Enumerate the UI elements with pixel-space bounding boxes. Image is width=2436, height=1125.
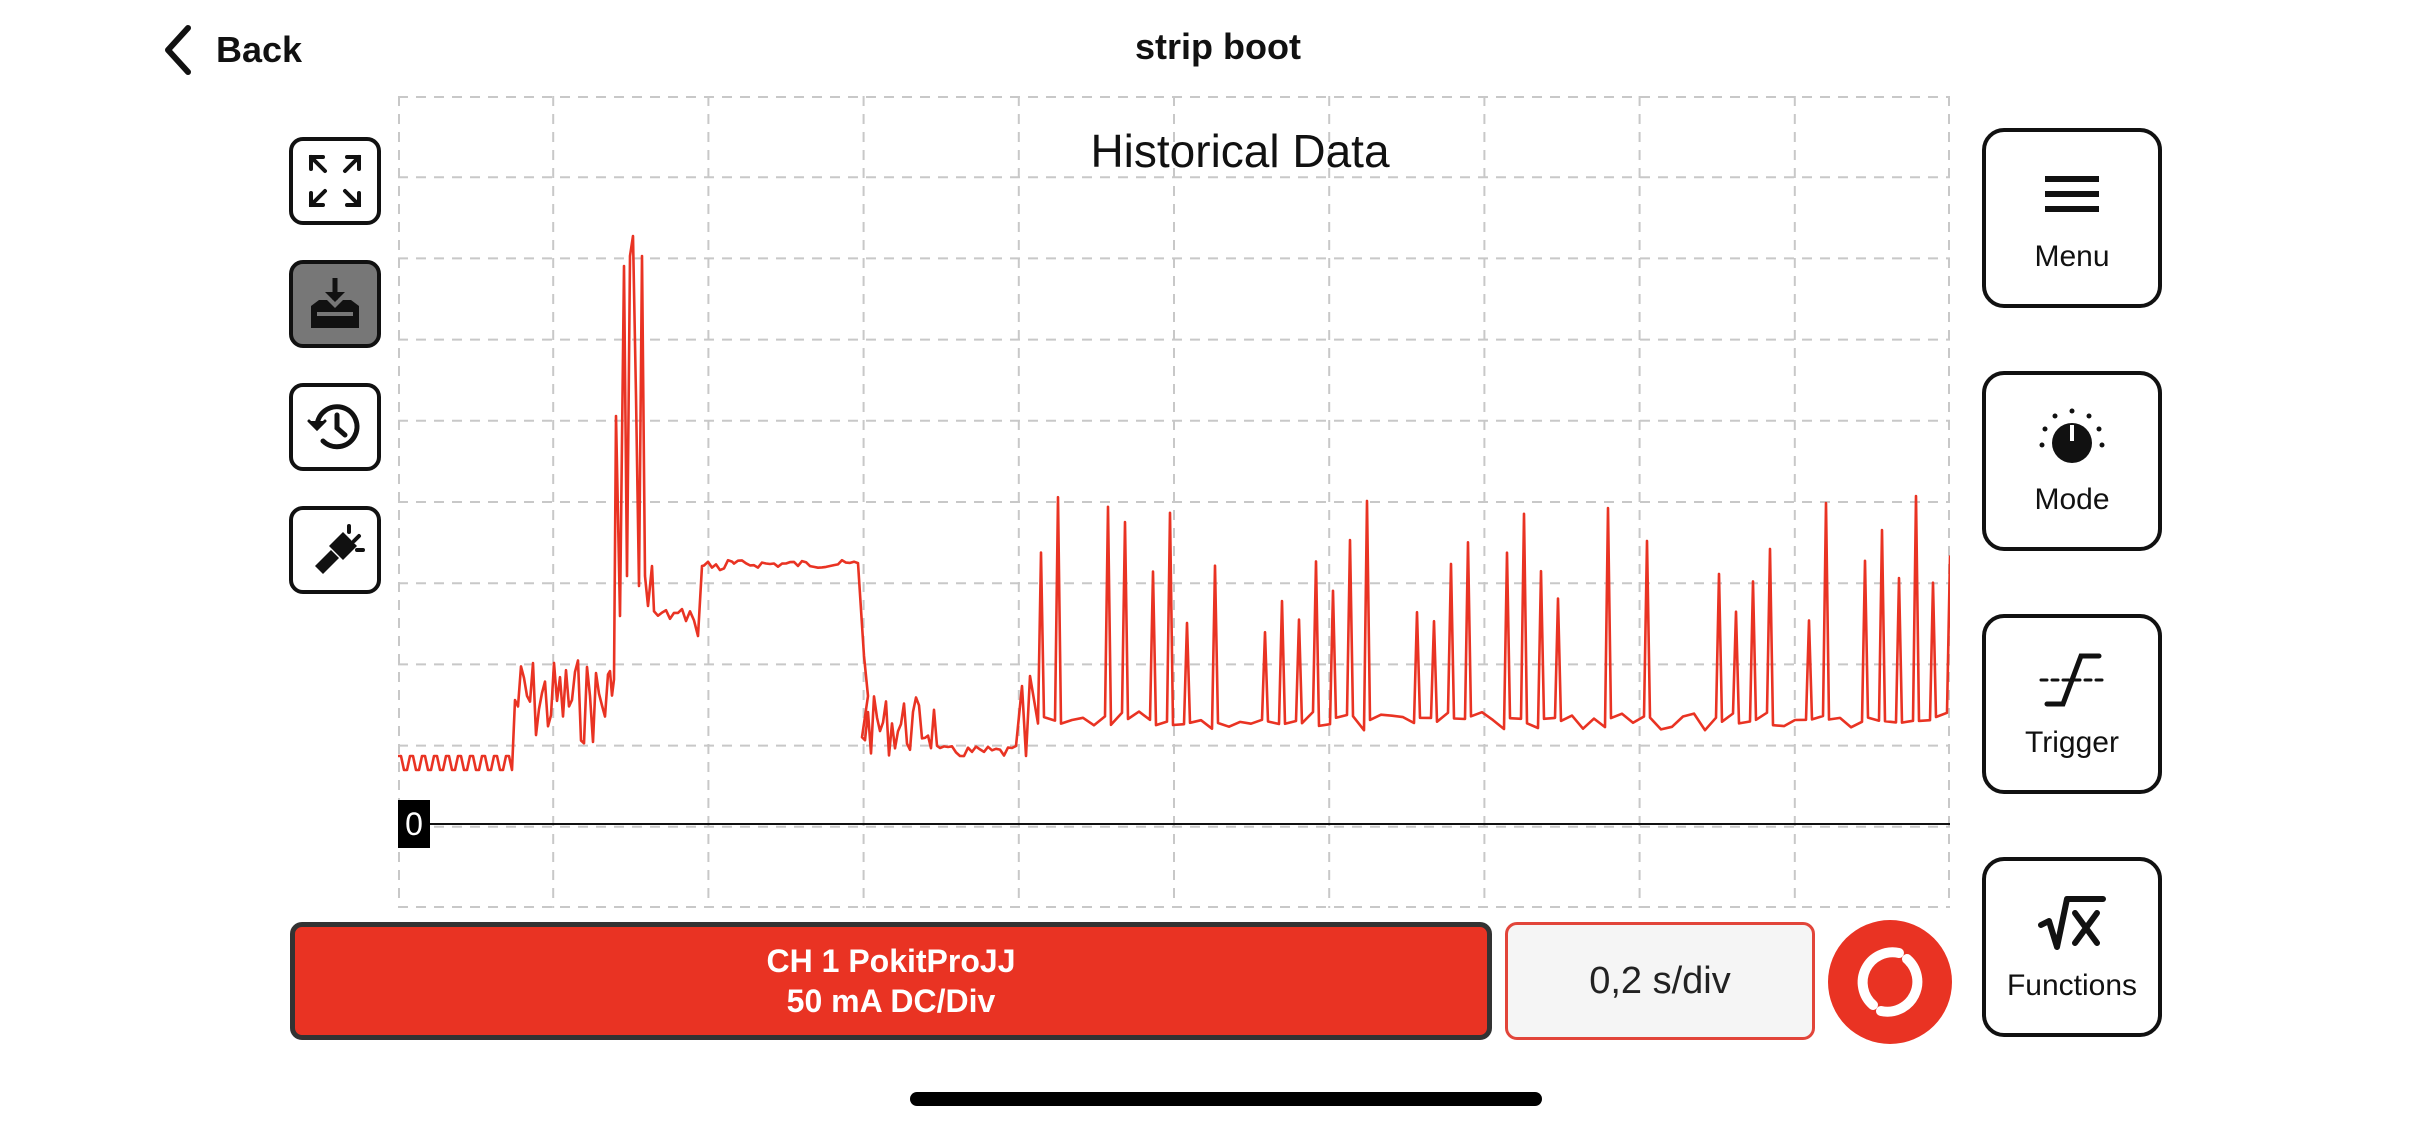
channel-button[interactable]: CH 1 PokitProJJ 50 mA DC/Div: [290, 922, 1492, 1040]
functions-button[interactable]: Functions: [1982, 857, 2162, 1037]
run-stop-button[interactable]: [1828, 920, 1952, 1044]
history-icon: [307, 404, 360, 450]
back-button[interactable]: Back: [160, 20, 302, 80]
channel-scale: 50 mA DC/Div: [786, 983, 996, 1019]
home-indicator: [910, 1092, 1542, 1106]
scope-plot-svg: [398, 96, 1950, 908]
mode-label: Mode: [2034, 483, 2110, 516]
functions-label: Functions: [2006, 969, 2138, 1002]
refresh-icon: [1857, 947, 1923, 1017]
plot-grid: [398, 96, 1950, 908]
dial-icon: [2039, 408, 2105, 463]
expand-button[interactable]: [289, 137, 381, 225]
current-trace: [398, 234, 1950, 772]
expand-icon: [309, 155, 361, 207]
plot-title: Historical Data: [1090, 125, 1390, 177]
mode-button[interactable]: Mode: [1982, 371, 2162, 551]
page-title: strip boot: [1135, 26, 1301, 67]
timebase-button[interactable]: 0,2 s/div: [1505, 922, 1815, 1040]
menu-button[interactable]: Menu: [1982, 128, 2162, 308]
download-icon: [311, 278, 359, 328]
channel-name: CH 1 PokitProJJ: [766, 943, 1016, 979]
zero-marker[interactable]: 0: [398, 800, 430, 848]
flashlight-button[interactable]: [289, 506, 381, 594]
chevron-left-icon: [165, 25, 191, 75]
scope-plot[interactable]: [398, 96, 1950, 908]
square-root-x-icon: [2038, 896, 2106, 950]
back-label: Back: [216, 29, 303, 70]
trigger-label: Trigger: [2025, 726, 2119, 759]
trigger-button[interactable]: Trigger: [1982, 614, 2162, 794]
download-button[interactable]: [289, 260, 381, 348]
flashlight-icon: [315, 524, 365, 574]
timebase-label: 0,2 s/div: [1589, 959, 1731, 1002]
history-button[interactable]: [289, 383, 381, 471]
menu-icon: [2045, 176, 2099, 212]
menu-label: Menu: [2034, 240, 2110, 273]
trigger-icon: [2039, 653, 2105, 707]
